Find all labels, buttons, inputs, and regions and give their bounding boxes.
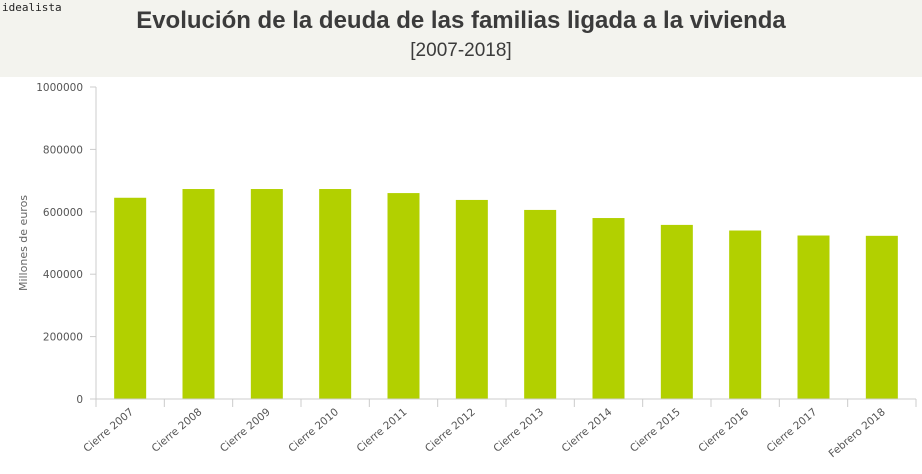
bar [729, 230, 762, 399]
bar [114, 197, 147, 399]
x-tick-label: Cierre 2007 [81, 406, 136, 455]
y-tick-label: 600000 [43, 207, 83, 219]
y-tick-label: 0 [76, 394, 83, 406]
bar [250, 189, 283, 399]
x-tick-label: Cierre 2013 [491, 406, 546, 455]
y-tick-label: 800000 [43, 144, 83, 156]
x-tick-label: Febrero 2018 [827, 406, 888, 460]
x-tick-label: Cierre 2009 [218, 406, 273, 455]
y-tick-label: 200000 [43, 332, 83, 344]
y-tick-label: 400000 [43, 269, 83, 281]
x-tick-label: Cierre 2014 [560, 406, 615, 455]
x-tick-label: Cierre 2015 [628, 406, 683, 455]
bar [865, 235, 898, 399]
x-tick-label: Cierre 2012 [423, 406, 478, 455]
bar [182, 189, 215, 399]
chart-header: idealista Evolución de la deuda de las f… [0, 0, 922, 77]
y-axis-title: Millones de euros [17, 195, 30, 291]
y-tick-label: 1000000 [36, 82, 83, 94]
bars-group [114, 189, 898, 399]
x-tick-label: Cierre 2016 [696, 406, 751, 455]
chart-title: Evolución de la deuda de las familias li… [136, 7, 786, 34]
bar [524, 209, 557, 399]
brand-logo: idealista [2, 1, 62, 14]
bar [660, 224, 693, 399]
bar [797, 235, 830, 399]
x-tick-label: Cierre 2011 [355, 406, 410, 455]
x-tick-label: Cierre 2010 [286, 406, 341, 455]
x-tick-label: Cierre 2008 [150, 406, 205, 455]
bar [319, 189, 352, 399]
x-axis-labels: Cierre 2007 Cierre 2008 Cierre 2009 Cierre … [81, 406, 887, 460]
y-axis-ticks: 0 200000 400000 600000 800000 1000000 [36, 82, 96, 406]
bar [387, 193, 420, 399]
chart-subtitle: [2007-2018] [410, 40, 512, 61]
x-axis-ticks [95, 399, 917, 407]
bar [592, 218, 625, 399]
bar [455, 199, 488, 399]
x-tick-label: Cierre 2017 [765, 406, 820, 455]
